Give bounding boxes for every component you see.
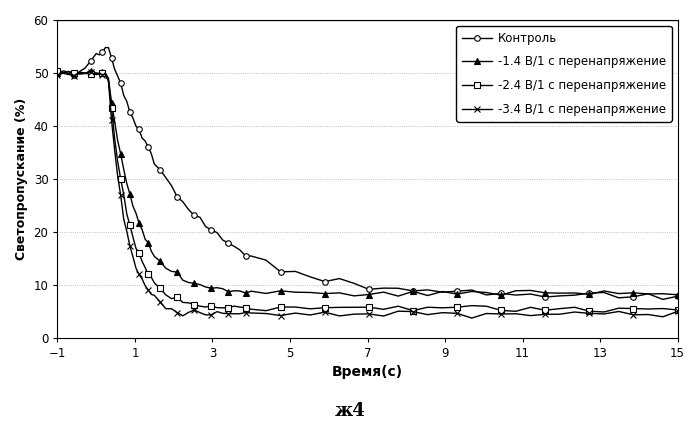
- Контроль: [541, 294, 550, 299]
- -2.4 В/1 с перенапряжение: [144, 272, 153, 277]
- -1.4 В/1 с перенапряжение: [122, 181, 131, 186]
- -1.4 В/1 с перенапряжение: [600, 288, 608, 293]
- -2.4 В/1 с перенапряжение: [207, 303, 216, 308]
- -2.4 В/1 с перенапряжение: [570, 305, 579, 310]
- -1.4 В/1 с перенапряжение: [556, 290, 564, 296]
- -1.4 В/1 с перенапряжение: [673, 292, 682, 297]
- Контроль: [585, 290, 594, 296]
- -1.4 В/1 с перенапряжение: [147, 248, 155, 254]
- -3.4 В/1 с перенапряжение: [468, 315, 476, 321]
- Контроль: [102, 45, 110, 50]
- Контроль: [147, 151, 155, 156]
- Y-axis label: Светопропускание (%): Светопропускание (%): [15, 98, 28, 260]
- Legend: Контроль, -1.4 В/1 с перенапряжение, -2.4 В/1 с перенапряжение, -3.4 В/1 с перен: Контроль, -1.4 В/1 с перенапряжение, -2.…: [456, 26, 672, 122]
- Контроль: [673, 294, 682, 299]
- -3.4 В/1 с перенапряжение: [76, 70, 84, 75]
- -3.4 В/1 с перенапряжение: [556, 312, 564, 317]
- -1.4 В/1 с перенапряжение: [53, 70, 62, 75]
- -2.4 В/1 с перенапряжение: [673, 307, 682, 312]
- Line: -1.4 В/1 с перенапряжение: -1.4 В/1 с перенапряжение: [55, 68, 680, 299]
- -3.4 В/1 с перенапряжение: [600, 311, 608, 316]
- -1.4 В/1 с перенапряжение: [213, 285, 221, 290]
- -3.4 В/1 с перенапряжение: [122, 229, 131, 234]
- Контроль: [213, 230, 221, 235]
- -3.4 В/1 с перенапряжение: [147, 292, 155, 297]
- -2.4 В/1 с перенапряжение: [120, 192, 128, 197]
- Line: -2.4 В/1 с перенапряжение: -2.4 В/1 с перенапряжение: [55, 68, 680, 315]
- -3.4 В/1 с перенапряжение: [53, 73, 62, 78]
- -3.4 В/1 с перенапряжение: [526, 313, 535, 318]
- -2.4 В/1 с перенапряжение: [526, 305, 535, 310]
- -3.4 В/1 с перенапряжение: [213, 309, 221, 314]
- X-axis label: Время(с): Время(с): [332, 365, 403, 379]
- Line: Контроль: Контроль: [55, 45, 680, 302]
- Контроль: [122, 99, 131, 104]
- -2.4 В/1 с перенапряжение: [53, 68, 62, 73]
- Контроль: [512, 293, 520, 298]
- Контроль: [53, 70, 62, 75]
- Контроль: [659, 297, 667, 302]
- -3.4 В/1 с перенапряжение: [673, 309, 682, 314]
- Text: ж4: ж4: [335, 402, 365, 420]
- -1.4 В/1 с перенапряжение: [526, 288, 535, 293]
- -1.4 В/1 с перенапряжение: [394, 293, 402, 298]
- -1.4 В/1 с перенапряжение: [87, 68, 95, 73]
- Line: -3.4 В/1 с перенапряжение: -3.4 В/1 с перенапряжение: [55, 70, 680, 321]
- -2.4 В/1 с перенапряжение: [497, 308, 505, 313]
- -2.4 В/1 с перенапряжение: [600, 310, 608, 315]
